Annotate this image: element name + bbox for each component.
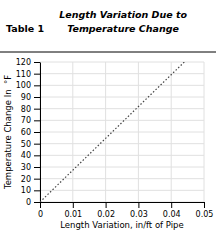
- x-tick-label: 0.05: [196, 210, 214, 219]
- y-tick-mark: [34, 144, 40, 145]
- grid-line-y: [40, 62, 204, 63]
- title: Length Variation Due to: [59, 9, 187, 20]
- y-tick-label: 90: [21, 93, 31, 102]
- table-label: Table 1: [6, 23, 44, 34]
- grid-line-y: [40, 143, 204, 144]
- y-tick-mark: [34, 109, 40, 110]
- x-tick: 0.01: [64, 202, 82, 219]
- line: [40, 62, 184, 202]
- grid-line-y: [40, 178, 204, 179]
- y-tick-mark: [34, 120, 40, 121]
- y-tick-label: 120: [16, 58, 31, 67]
- y-tick-label: 60: [21, 128, 31, 137]
- y-tick: 20: [21, 175, 40, 184]
- x-tick: 0.02: [97, 202, 115, 219]
- x-tick-mark: [138, 202, 139, 208]
- y-tick-mark: [34, 132, 40, 133]
- x-tick-mark: [73, 202, 74, 208]
- x-tick: 0.04: [163, 202, 181, 219]
- x-axis-title: Length Variation, in/ft of Pipe: [60, 220, 183, 230]
- y-tick: 40: [21, 151, 40, 160]
- x-tick-label: 0.03: [130, 210, 148, 219]
- y-tick-label: 10: [21, 186, 31, 195]
- y-tick: 100: [16, 81, 40, 90]
- plot: 0 0.01 0.02 0.03 0.04 0.05 0 10 20 30 40 50 60 70 80 90…: [3, 58, 213, 230]
- x-tick-mark: [204, 202, 205, 208]
- y-tick: 0: [26, 198, 40, 207]
- x-tick-label: 0.01: [64, 210, 82, 219]
- x-tick-mark: [171, 202, 172, 208]
- y-tick-mark: [34, 179, 40, 180]
- x-tick-label: 0: [38, 210, 43, 219]
- y-tick: 60: [21, 128, 40, 137]
- y-tick-mark: [34, 167, 40, 168]
- x-tick-mark: [40, 202, 41, 208]
- y-tick-label: 20: [21, 175, 31, 184]
- title: Temperature Change: [67, 23, 179, 34]
- y-tick-label: 100: [16, 81, 31, 90]
- grid-line-y: [40, 120, 204, 121]
- y-tick-mark: [34, 62, 40, 63]
- x-axis-line: [41, 202, 205, 203]
- y-tick-mark: [34, 202, 40, 203]
- separator: [0, 52, 216, 53]
- grid-line-y: [40, 190, 204, 191]
- y-axis: 0 10 20 30 40 50 60 70 80 90 100 110 120: [16, 58, 41, 207]
- x-tick-label: 0.02: [97, 210, 115, 219]
- marks: [40, 62, 184, 202]
- y-tick: 50: [21, 140, 40, 149]
- y-tick: 90: [21, 93, 40, 102]
- grid-line-y: [40, 155, 204, 156]
- grid-line-y: [40, 108, 204, 109]
- y-tick-label: 40: [21, 151, 31, 160]
- y-tick: 120: [16, 58, 40, 67]
- grid-line-y: [40, 73, 204, 74]
- grid-line-y: [40, 132, 204, 133]
- y-tick-label: 80: [21, 105, 31, 114]
- x-tick: 0.03: [130, 202, 148, 219]
- grid: [40, 62, 204, 202]
- grid-line-y: [40, 85, 204, 86]
- y-tick-mark: [34, 97, 40, 98]
- x-tick: 0: [38, 202, 43, 219]
- grid-line-y: [40, 202, 204, 203]
- x-axis: 0 0.01 0.02 0.03 0.04 0.05: [38, 202, 213, 219]
- grid-line-y: [40, 97, 204, 98]
- y-tick-label: 30: [21, 163, 31, 172]
- chart: Table 1 Length Variation Due to Temperatur…: [0, 0, 216, 234]
- y-tick: 70: [21, 116, 40, 125]
- x-tick-label: 0.04: [163, 210, 181, 219]
- y-tick-mark: [34, 74, 40, 75]
- y-tick: 80: [21, 105, 40, 114]
- y-tick: 10: [21, 186, 40, 195]
- x-tick: 0.05: [196, 202, 214, 219]
- y-tick-label: 0: [26, 198, 31, 207]
- y-axis-line: [40, 63, 41, 203]
- y-tick-mark: [34, 85, 40, 86]
- y-tick-label: 110: [16, 70, 31, 79]
- y-axis-title: Temperature Change In °F: [3, 75, 13, 190]
- y-tick-label: 70: [21, 116, 31, 125]
- x-tick-mark: [106, 202, 107, 208]
- y-tick-mark: [34, 155, 40, 156]
- y-tick: 30: [21, 163, 40, 172]
- header: Table 1 Length Variation Due to Temperatur…: [0, 9, 216, 53]
- y-tick-mark: [34, 190, 40, 191]
- grid-line-y: [40, 167, 204, 168]
- y-tick-label: 50: [21, 140, 31, 149]
- y-tick: 110: [16, 70, 40, 79]
